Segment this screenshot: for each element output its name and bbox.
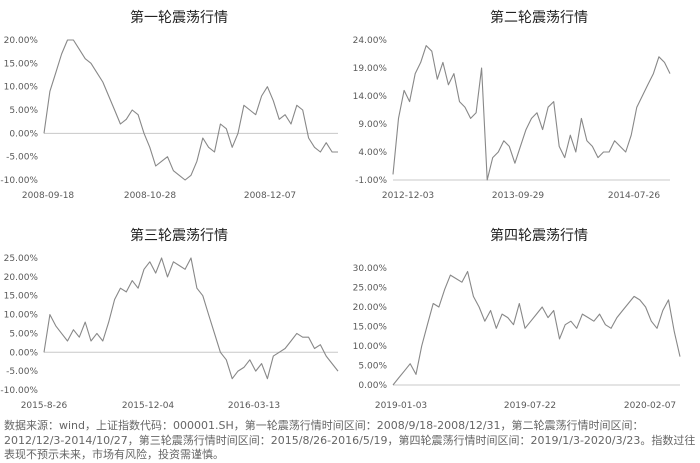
panel-title: 第一轮震荡行情	[130, 9, 228, 26]
y-tick-label: 9.00%	[358, 120, 387, 130]
y-tick-label: 19.00%	[353, 64, 388, 74]
y-tick-label: 0.00%	[358, 381, 387, 391]
y-tick-label: 10.00%	[4, 83, 39, 93]
x-tick-label: 2019-07-22	[504, 401, 556, 411]
y-tick-label: 14.00%	[353, 92, 388, 102]
chart-panel-1: 第一轮震荡行情 20.00% 15.00% 10.00% 5.00% 0.00% -5.00…	[0, 9, 338, 201]
x-tick-label: 2013-09-29	[492, 191, 545, 201]
index-return-line	[392, 270, 681, 386]
index-return-line	[43, 39, 338, 181]
chart-figure: 第一轮震荡行情 20.00% 15.00% 10.00% 5.00% 0.00% -5.00…	[0, 9, 681, 411]
y-tick-label: 20.00%	[4, 36, 39, 46]
chart-panel-4: 第四轮震荡行情 30.00% 25.00% 20.00% 15.00% 10.00% 5.0…	[353, 227, 681, 411]
y-tick-label: 30.00%	[353, 264, 388, 274]
y-tick-label: -5.00%	[6, 367, 38, 377]
panel-title: 第二轮震荡行情	[490, 9, 588, 26]
chart-panel-3: 第三轮震荡行情 25.00% 20.00% 15.00% 10.00% 5.00% 0.00…	[0, 227, 339, 411]
index-return-line	[43, 257, 339, 380]
panel-title: 第三轮震荡行情	[130, 227, 228, 244]
index-return-line	[392, 45, 671, 181]
x-tick-label: 2019-01-03	[375, 401, 427, 411]
y-tick-label: 15.00%	[4, 59, 39, 69]
y-tick-label: 5.00%	[9, 106, 38, 116]
y-tick-label: 10.00%	[353, 342, 388, 352]
x-tick-label: 2020-02-07	[624, 401, 676, 411]
y-tick-label: -1.00%	[355, 176, 387, 186]
y-tick-label: 5.00%	[358, 362, 387, 372]
y-tick-label: 15.00%	[353, 323, 388, 333]
chart-panel-2: 第二轮震荡行情 24.00% 19.00% 14.00% 9.00% 4.00% -1.00…	[353, 9, 671, 201]
y-tick-label: 10.00%	[4, 311, 39, 321]
y-tick-label: -10.00%	[0, 176, 38, 186]
x-tick-label: 2016-03-13	[228, 401, 280, 411]
y-tick-label: 25.00%	[4, 254, 39, 264]
x-tick-label: 2015-12-04	[122, 401, 175, 411]
y-tick-label: -10.00%	[0, 386, 38, 396]
x-tick-label: 2008-12-07	[244, 191, 296, 201]
data-source-footnote: 数据来源：wind，上证指数代码：000001.SH，第一轮震荡行情时间区间：2…	[4, 419, 696, 461]
x-tick-label: 2008-10-28	[124, 191, 177, 201]
y-tick-label: 20.00%	[353, 303, 388, 313]
y-tick-label: 24.00%	[353, 36, 388, 46]
y-tick-label: 20.00%	[4, 273, 39, 283]
panel-title: 第四轮震荡行情	[490, 227, 588, 244]
y-tick-label: -5.00%	[6, 153, 38, 163]
y-tick-label: 0.00%	[9, 348, 38, 358]
x-tick-label: 2014-07-26	[608, 191, 661, 201]
y-tick-label: 0.00%	[9, 129, 38, 139]
x-tick-label: 2012-12-03	[382, 191, 434, 201]
y-tick-label: 25.00%	[353, 284, 388, 294]
y-tick-label: 4.00%	[358, 148, 387, 158]
y-tick-label: 15.00%	[4, 292, 39, 302]
y-tick-label: 5.00%	[9, 329, 38, 339]
x-tick-label: 2015-8-26	[21, 401, 68, 411]
x-tick-label: 2008-09-18	[22, 191, 75, 201]
